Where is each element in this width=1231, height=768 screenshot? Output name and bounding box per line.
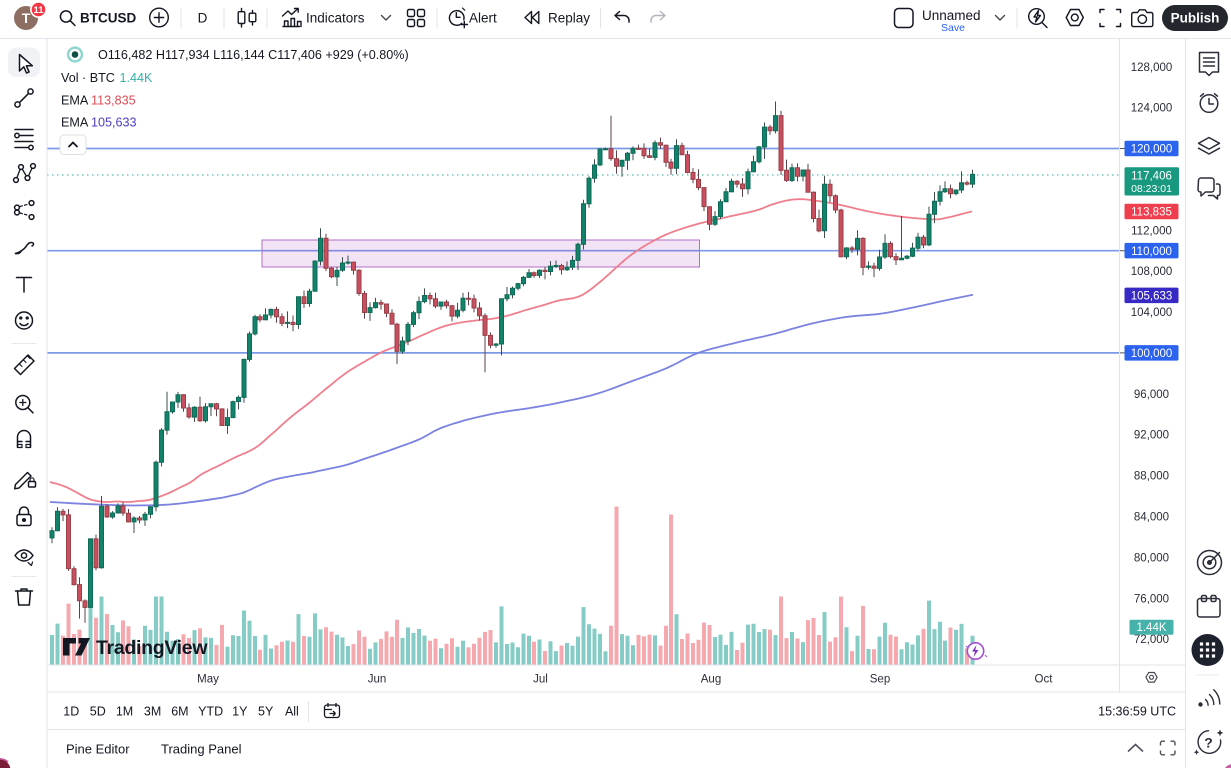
svg-text:EMA: EMA bbox=[61, 116, 89, 130]
svg-text:BTCUSD: BTCUSD bbox=[80, 11, 136, 26]
svg-text:Jun: Jun bbox=[368, 674, 387, 686]
svg-text:Replay: Replay bbox=[548, 11, 590, 26]
svg-text:120,000: 120,000 bbox=[1131, 144, 1173, 156]
svg-text:112,000: 112,000 bbox=[1131, 225, 1172, 237]
svg-text:1M: 1M bbox=[116, 705, 133, 719]
svg-text:Pine Editor: Pine Editor bbox=[66, 742, 130, 757]
svg-text:124,000: 124,000 bbox=[1131, 103, 1173, 115]
svg-text:88,000: 88,000 bbox=[1134, 471, 1169, 483]
svg-text:5Y: 5Y bbox=[258, 705, 274, 719]
svg-text:113,835: 113,835 bbox=[1131, 207, 1172, 219]
svg-text:1.44K: 1.44K bbox=[120, 71, 154, 85]
svg-text:1D: 1D bbox=[63, 705, 79, 719]
svg-text:128,000: 128,000 bbox=[1131, 62, 1173, 74]
svg-text:104,000: 104,000 bbox=[1131, 307, 1173, 319]
svg-text:08:23:01: 08:23:01 bbox=[1131, 183, 1172, 195]
svg-text:3M: 3M bbox=[144, 705, 161, 719]
svg-text:96,000: 96,000 bbox=[1134, 389, 1169, 401]
svg-text:72,000: 72,000 bbox=[1134, 634, 1169, 646]
svg-text:105,633: 105,633 bbox=[91, 116, 137, 130]
svg-text:117,406: 117,406 bbox=[1131, 170, 1172, 182]
svg-text:105,633: 105,633 bbox=[1131, 290, 1173, 302]
svg-text:YTD: YTD bbox=[198, 705, 223, 719]
svg-text:Vol · BTC: Vol · BTC bbox=[61, 71, 115, 85]
svg-text:84,000: 84,000 bbox=[1134, 512, 1169, 524]
svg-text:92,000: 92,000 bbox=[1134, 430, 1169, 442]
svg-text:113,835: 113,835 bbox=[91, 94, 136, 108]
svg-text:Aug: Aug bbox=[701, 674, 721, 686]
svg-text:O116,482 H117,934 L116,144 C11: O116,482 H117,934 L116,144 C117,406 +929… bbox=[98, 48, 409, 62]
svg-text:D: D bbox=[198, 11, 208, 26]
svg-text:All: All bbox=[285, 705, 299, 719]
svg-text:Save: Save bbox=[941, 22, 965, 34]
svg-text:5D: 5D bbox=[90, 705, 106, 719]
svg-text:100,000: 100,000 bbox=[1131, 348, 1173, 360]
svg-text:?: ? bbox=[1204, 735, 1213, 751]
svg-text:80,000: 80,000 bbox=[1134, 552, 1169, 564]
svg-text:Oct: Oct bbox=[1035, 674, 1054, 686]
svg-text:6M: 6M bbox=[171, 705, 188, 719]
svg-text:11: 11 bbox=[33, 5, 44, 16]
svg-text:Jul: Jul bbox=[533, 674, 548, 686]
svg-text:T: T bbox=[22, 10, 31, 26]
svg-text:Sep: Sep bbox=[870, 674, 890, 686]
svg-text:May: May bbox=[197, 674, 219, 686]
svg-text:15:36:59 UTC: 15:36:59 UTC bbox=[1098, 705, 1176, 719]
svg-text:TradingView: TradingView bbox=[96, 637, 208, 659]
svg-text:Unnamed: Unnamed bbox=[922, 8, 981, 23]
svg-text:Indicators: Indicators bbox=[306, 11, 365, 26]
svg-text:110,000: 110,000 bbox=[1131, 246, 1172, 258]
svg-text:Trading Panel: Trading Panel bbox=[161, 742, 242, 757]
svg-text:108,000: 108,000 bbox=[1131, 266, 1173, 278]
svg-text:EMA: EMA bbox=[61, 94, 89, 108]
svg-text:Alert: Alert bbox=[469, 11, 497, 26]
svg-text:1.44K: 1.44K bbox=[1136, 622, 1166, 634]
svg-text:76,000: 76,000 bbox=[1134, 593, 1169, 605]
svg-text:1Y: 1Y bbox=[232, 705, 248, 719]
svg-text:Publish: Publish bbox=[1171, 11, 1220, 26]
